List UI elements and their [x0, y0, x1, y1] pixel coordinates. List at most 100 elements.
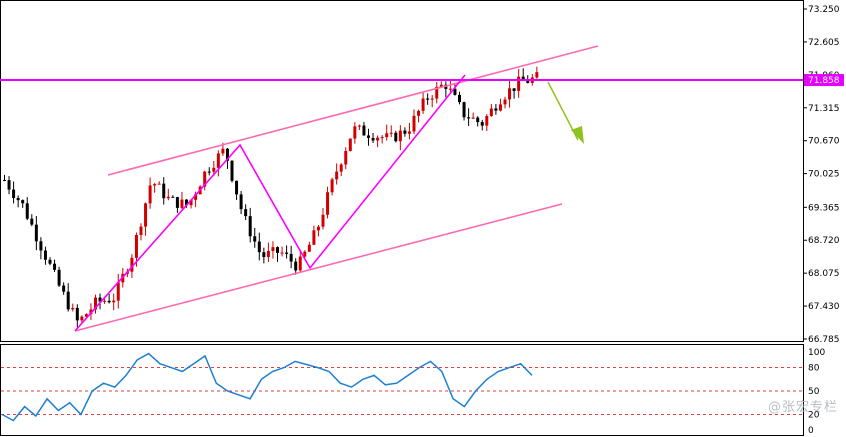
candle-body [157, 183, 161, 185]
candle-body [517, 76, 521, 91]
indicator-panel [0, 344, 804, 436]
price-tick-label-4: 70.670 [808, 137, 840, 147]
candle-body [316, 226, 320, 231]
candle-body [512, 88, 516, 91]
candle-body [435, 86, 439, 99]
candle-body [371, 137, 375, 141]
candle-body [148, 185, 152, 204]
candle-body [235, 180, 239, 195]
candle-body [257, 241, 261, 253]
candle-body [175, 197, 179, 208]
candle-body [80, 316, 84, 321]
candle-body [426, 98, 430, 100]
price-tick-label-8: 68.075 [808, 269, 840, 279]
candle-body [389, 132, 393, 134]
candle-body [84, 314, 88, 317]
candle-body [98, 297, 102, 302]
candle-body [394, 132, 398, 142]
candle-body [430, 98, 434, 100]
candle-body [239, 194, 243, 210]
candle-body [116, 282, 120, 301]
current-price-label: 71.858 [808, 76, 840, 86]
candle-body [248, 216, 252, 237]
candle-body [526, 80, 530, 83]
candle-body [171, 196, 175, 198]
candle-body [467, 117, 471, 119]
price-tick-label-10: 66.785 [808, 335, 840, 345]
candle-body [225, 148, 229, 161]
candle-body [271, 247, 275, 251]
candle-body [385, 133, 389, 138]
candle-body [403, 130, 407, 134]
candle-body [194, 194, 198, 200]
price-tick-label-1: 72.605 [808, 38, 840, 48]
candle-body [139, 226, 143, 235]
candle-body [353, 126, 357, 139]
candle-body [294, 261, 298, 271]
candle-body [471, 117, 475, 119]
price-tick-label-6: 69.365 [808, 203, 840, 213]
candle-body [43, 250, 47, 260]
price-tick-label-9: 67.430 [808, 302, 840, 312]
candle-body [266, 250, 270, 257]
indicator-panel-frame [0, 344, 804, 436]
candle-body [494, 108, 498, 111]
candle-body [30, 218, 34, 225]
watermark: @张宏专栏 [767, 400, 838, 415]
channel-lower-line [74, 203, 563, 332]
candle-body [48, 259, 52, 264]
candle-body [162, 183, 166, 199]
candle-body [75, 307, 79, 321]
candle-body [357, 125, 361, 127]
candle-body [134, 234, 138, 258]
indicator-line [1, 352, 533, 422]
candle-body [453, 88, 457, 95]
price-tick-label-5: 70.025 [808, 170, 840, 180]
candle-body [280, 252, 284, 254]
candle-body [307, 244, 311, 252]
candle-body [166, 196, 170, 199]
price-axis: 73.25072.60571.96071.31570.67070.02569.3… [803, 5, 844, 345]
candle-body [285, 252, 289, 254]
candle-body [144, 203, 148, 227]
candle-body [16, 198, 20, 201]
candle-body [480, 122, 484, 126]
candle-body [289, 253, 293, 262]
candle-body [508, 88, 512, 100]
candle-body [298, 256, 302, 271]
indicator-tick-label-3: 20 [808, 410, 820, 420]
candle-body [107, 300, 111, 303]
candle-body [476, 117, 480, 123]
candle-body [39, 241, 43, 251]
candle-body [12, 189, 16, 199]
candle-body [180, 199, 184, 208]
zigzag-line [74, 74, 466, 332]
candle-body [417, 110, 421, 116]
candle-body [153, 184, 157, 186]
candle-body [303, 251, 307, 257]
candle-body [112, 300, 116, 303]
candle-body [398, 130, 402, 142]
candle-body [66, 291, 70, 310]
candle-body [407, 131, 411, 134]
price-tick-label-3: 71.315 [808, 104, 840, 114]
candle-body [362, 125, 366, 136]
candle-body [380, 137, 384, 139]
price-tick-label-7: 68.720 [808, 236, 840, 246]
candle-body [212, 167, 216, 172]
candle-body [448, 88, 452, 90]
candle-body [185, 199, 188, 206]
candle-body [376, 137, 380, 141]
channel-upper-line [107, 45, 599, 176]
candle-body [189, 199, 193, 206]
price-panel [0, 0, 804, 342]
candle-body [276, 247, 279, 253]
candle-body [421, 98, 425, 111]
candle-body [62, 285, 66, 292]
candle-body [439, 84, 443, 87]
indicator-tick-label-0: 100 [808, 348, 825, 358]
candle-body [203, 171, 207, 187]
candle-body [71, 307, 75, 310]
candle-body [330, 179, 334, 193]
